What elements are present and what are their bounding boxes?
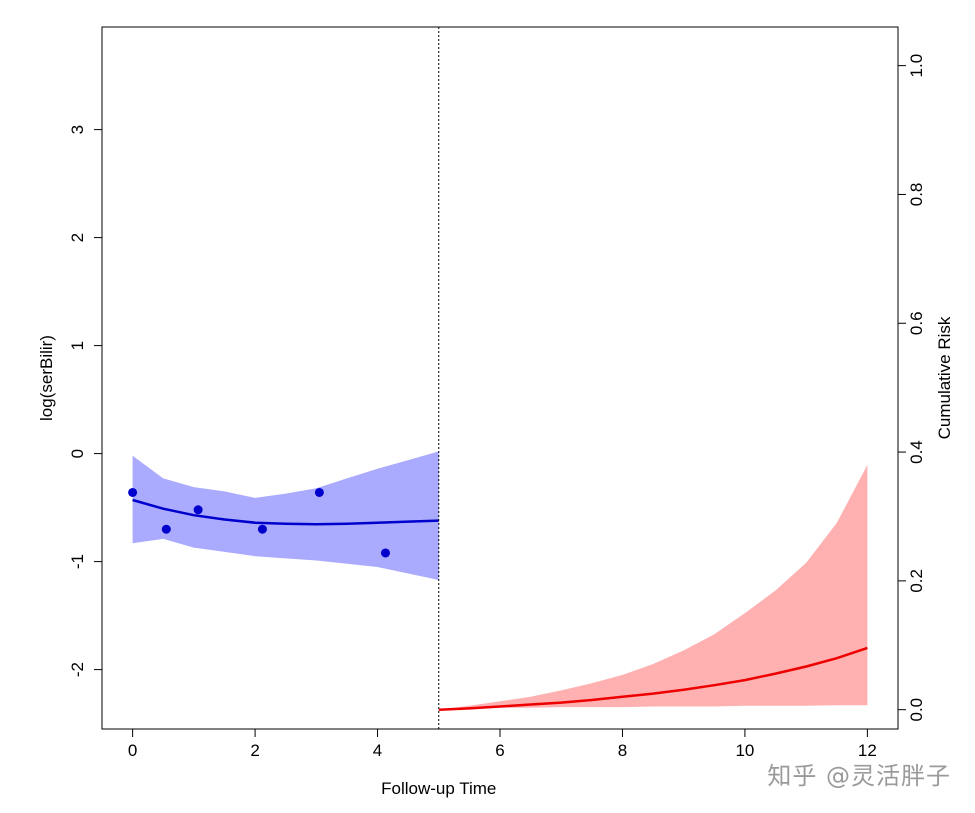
y-axis-title-right: Cumulative Risk xyxy=(935,316,954,439)
observation-point xyxy=(193,505,203,515)
longitudinal-fit-line xyxy=(132,498,439,526)
longitudinal-ci-band xyxy=(132,451,439,580)
observation-point xyxy=(380,548,390,558)
y-tick-label-left: 0 xyxy=(68,449,87,458)
survival-ci-band xyxy=(438,464,868,710)
y-tick-label-left: -2 xyxy=(68,662,87,677)
y-tick-label-left: 2 xyxy=(68,233,87,242)
y-tick-label-right: 0.4 xyxy=(907,440,926,464)
observation-point xyxy=(314,487,324,497)
survival-fit-line xyxy=(438,646,868,711)
y-tick-label-right: 0.8 xyxy=(907,183,926,207)
y-tick-label-left: 3 xyxy=(68,125,87,134)
x-tick-label: 8 xyxy=(618,741,627,760)
series-layer xyxy=(128,27,868,729)
y-axis-title-left: log(serBilir) xyxy=(37,335,56,421)
x-tick-label: 12 xyxy=(858,741,877,760)
y-tick-label-right: 0.2 xyxy=(907,569,926,593)
watermark: 知乎 @灵活胖子 xyxy=(767,762,951,790)
y-tick-label-left: 1 xyxy=(68,341,87,350)
y-tick-label-right: 0.0 xyxy=(907,698,926,722)
observation-point xyxy=(128,487,138,497)
y-tick-label-left: -1 xyxy=(68,554,87,569)
observation-point xyxy=(161,524,171,534)
x-axis-title: Follow-up Time xyxy=(381,779,496,798)
observation-point xyxy=(257,524,267,534)
x-tick-label: 10 xyxy=(735,741,754,760)
x-tick-label: 0 xyxy=(128,741,137,760)
y-tick-label-right: 1.0 xyxy=(907,54,926,78)
y-tick-label-right: 0.6 xyxy=(907,311,926,335)
x-tick-label: 6 xyxy=(495,741,504,760)
x-tick-label: 4 xyxy=(373,741,382,760)
x-tick-label: 2 xyxy=(250,741,259,760)
